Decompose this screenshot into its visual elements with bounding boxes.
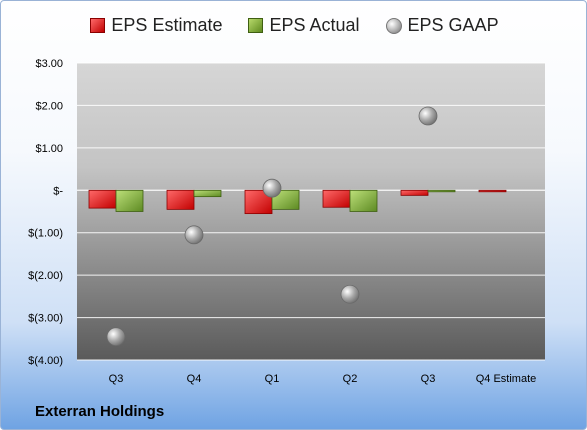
company-name: Exterran Holdings	[35, 403, 165, 420]
y-tick-label: $2.00	[35, 100, 63, 112]
point-eps-gaap	[106, 327, 126, 347]
bar-eps-estimate	[322, 189, 351, 208]
point-eps-gaap	[418, 106, 438, 126]
eps-gaap-swatch	[385, 17, 402, 34]
x-tick-label: Q1	[265, 373, 280, 385]
bar-eps-estimate	[400, 189, 429, 196]
plot-area	[77, 63, 545, 360]
x-tick-label: Q4 Estimate	[476, 373, 537, 385]
y-tick-label: $1.00	[35, 143, 63, 155]
bar-eps-actual	[115, 189, 144, 212]
bar-eps-actual	[193, 189, 222, 198]
legend-item-eps-estimate: EPS Estimate	[90, 15, 222, 36]
legend-label-eps-actual: EPS Actual	[269, 15, 360, 35]
y-tick-label: $3.00	[35, 58, 63, 70]
y-tick-label: $(4.00)	[28, 355, 63, 367]
eps-actual-swatch	[248, 18, 264, 33]
legend-label-eps-gaap: EPS GAAP	[407, 15, 499, 35]
eps-estimate-swatch	[90, 18, 106, 33]
bar-eps-actual	[349, 189, 378, 212]
bar-eps-actual	[427, 189, 456, 193]
y-tick-label: $(2.00)	[28, 270, 63, 282]
x-tick-label: Q3	[109, 373, 124, 385]
y-tick-label: $-	[53, 185, 63, 197]
legend-item-eps-gaap: EPS GAAP	[385, 15, 499, 36]
point-eps-gaap	[340, 284, 360, 304]
bar-eps-estimate	[88, 189, 117, 209]
bar-eps-estimate	[478, 189, 507, 193]
legend-item-eps-actual: EPS Actual	[248, 15, 360, 36]
x-tick-label: Q4	[187, 373, 202, 385]
point-eps-gaap	[262, 178, 282, 198]
point-eps-gaap	[184, 225, 204, 245]
x-tick-label: Q3	[421, 373, 436, 385]
y-tick-label: $(3.00)	[28, 313, 63, 325]
y-tick-label: $(1.00)	[28, 228, 63, 240]
x-tick-label: Q2	[343, 373, 358, 385]
legend-label-eps-estimate: EPS Estimate	[111, 15, 223, 35]
bar-eps-actual	[271, 189, 300, 210]
bar-eps-estimate	[166, 189, 195, 210]
legend: EPS Estimate EPS Actual EPS GAAP	[1, 15, 586, 36]
